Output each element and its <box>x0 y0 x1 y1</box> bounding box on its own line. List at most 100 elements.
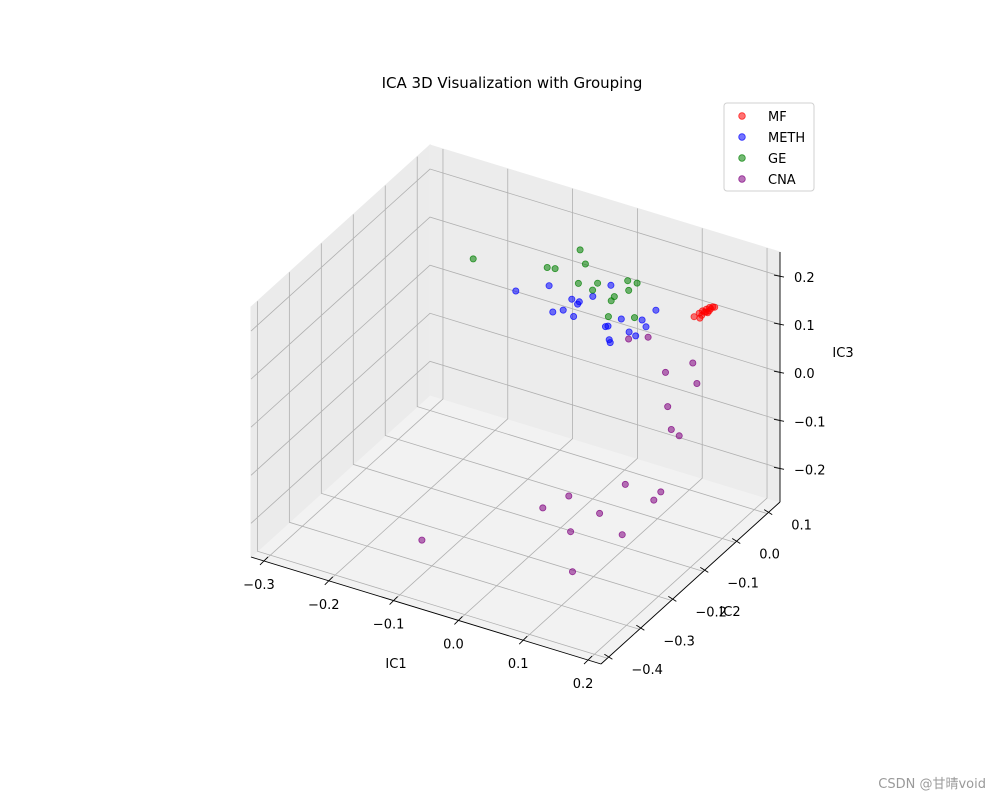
legend-label-cna: CNA <box>768 173 796 188</box>
point-meth <box>568 295 576 303</box>
z-tick-label: 0.0 <box>794 367 815 382</box>
point-mf <box>695 309 703 317</box>
z-grid-line <box>250 264 781 428</box>
point-meth <box>625 328 633 336</box>
point-meth <box>632 332 640 340</box>
x-grid-line <box>458 208 638 621</box>
axis-panes <box>250 143 781 665</box>
y-tick-mark <box>732 538 741 544</box>
y-grid-line <box>416 156 768 514</box>
z-tick-label: −0.2 <box>794 463 826 478</box>
legend-label-mf: MF <box>768 110 787 125</box>
grid-lines <box>250 148 781 661</box>
point-meth <box>549 308 557 316</box>
legend-marker-mf <box>738 112 746 120</box>
z-tick-label: 0.2 <box>794 271 815 286</box>
point-cna <box>418 536 426 544</box>
point-cna <box>644 333 652 341</box>
x-axis-label: IC1 <box>385 657 406 672</box>
z-grid-line <box>250 312 781 476</box>
point-ge <box>607 297 615 305</box>
x-grid-line <box>263 148 444 562</box>
y-grid-line <box>352 214 704 572</box>
point-ge <box>574 279 582 287</box>
point-cna <box>618 531 626 539</box>
point-meth <box>638 316 646 324</box>
point-ge <box>631 314 639 322</box>
y-tick-label: −0.3 <box>663 634 695 649</box>
x-tick-mark <box>518 635 528 645</box>
point-cna <box>662 368 670 376</box>
point-meth <box>606 339 614 347</box>
legend-label-meth: METH <box>768 131 805 146</box>
legend-label-ge: GE <box>768 152 786 167</box>
x-tick-mark <box>259 556 269 566</box>
x-axis-line <box>250 556 602 665</box>
x-tick-label: −0.2 <box>308 598 340 613</box>
point-meth <box>652 306 660 314</box>
z-tick-mark <box>773 274 785 278</box>
y-tick-label: 0.1 <box>791 519 812 534</box>
z-tick-mark <box>773 322 785 326</box>
z-tick-mark <box>773 418 785 422</box>
legend-marker-ge <box>738 154 746 162</box>
z-grid-line <box>250 360 781 524</box>
point-cna <box>569 568 577 576</box>
y-grid-line <box>256 301 608 659</box>
point-cna <box>689 359 697 367</box>
legend-marker-cna <box>738 175 746 183</box>
y-tick-mark <box>763 509 773 515</box>
point-cna <box>667 425 675 433</box>
z-grid-line <box>250 216 781 380</box>
z-grid-line <box>250 168 781 332</box>
point-meth <box>607 281 615 289</box>
x-grid-line <box>393 188 573 601</box>
point-ge <box>589 286 597 294</box>
x-tick-label: 0.0 <box>443 637 464 652</box>
legend: MF METH GE CNA <box>723 102 815 192</box>
z-tick-mark <box>773 370 785 374</box>
point-cna <box>657 488 665 496</box>
point-meth <box>559 306 567 314</box>
x-tick-label: −0.3 <box>243 578 275 593</box>
point-cna <box>567 528 575 536</box>
point-ge <box>543 263 551 271</box>
y-tick-mark <box>636 624 645 631</box>
point-cna <box>650 496 658 504</box>
y-axis-label: IC2 <box>719 605 740 620</box>
point-ge <box>594 279 602 287</box>
axes <box>250 252 781 665</box>
x-tick-mark <box>583 655 593 665</box>
point-cna <box>565 492 573 500</box>
point-meth <box>512 287 520 295</box>
point-ge <box>551 265 559 273</box>
point-cna <box>693 379 701 387</box>
point-cna <box>625 335 633 343</box>
point-cna <box>596 509 604 517</box>
point-mf <box>690 313 698 321</box>
point-meth <box>589 292 597 300</box>
x-grid-line <box>587 248 768 661</box>
y-tick-label: −0.4 <box>631 663 663 678</box>
y-axis-line <box>600 501 781 665</box>
z-tick-label: 0.1 <box>794 319 815 334</box>
x-tick-mark <box>324 576 334 586</box>
point-ge <box>624 277 632 285</box>
z-tick-mark <box>773 466 785 470</box>
y-tick-mark <box>700 567 709 573</box>
point-meth <box>617 315 625 323</box>
point-ge <box>604 313 612 321</box>
point-ge <box>625 286 633 294</box>
legend-frame <box>723 102 815 192</box>
point-ge <box>469 255 477 263</box>
x-tick-label: 0.1 <box>508 657 529 672</box>
point-meth <box>570 312 578 320</box>
data-points <box>418 246 719 576</box>
chart-title: ICA 3D Visualization with Grouping <box>382 74 643 92</box>
point-ge <box>576 246 584 254</box>
point-meth <box>545 282 553 290</box>
point-meth <box>642 323 650 331</box>
point-ge <box>581 260 589 268</box>
